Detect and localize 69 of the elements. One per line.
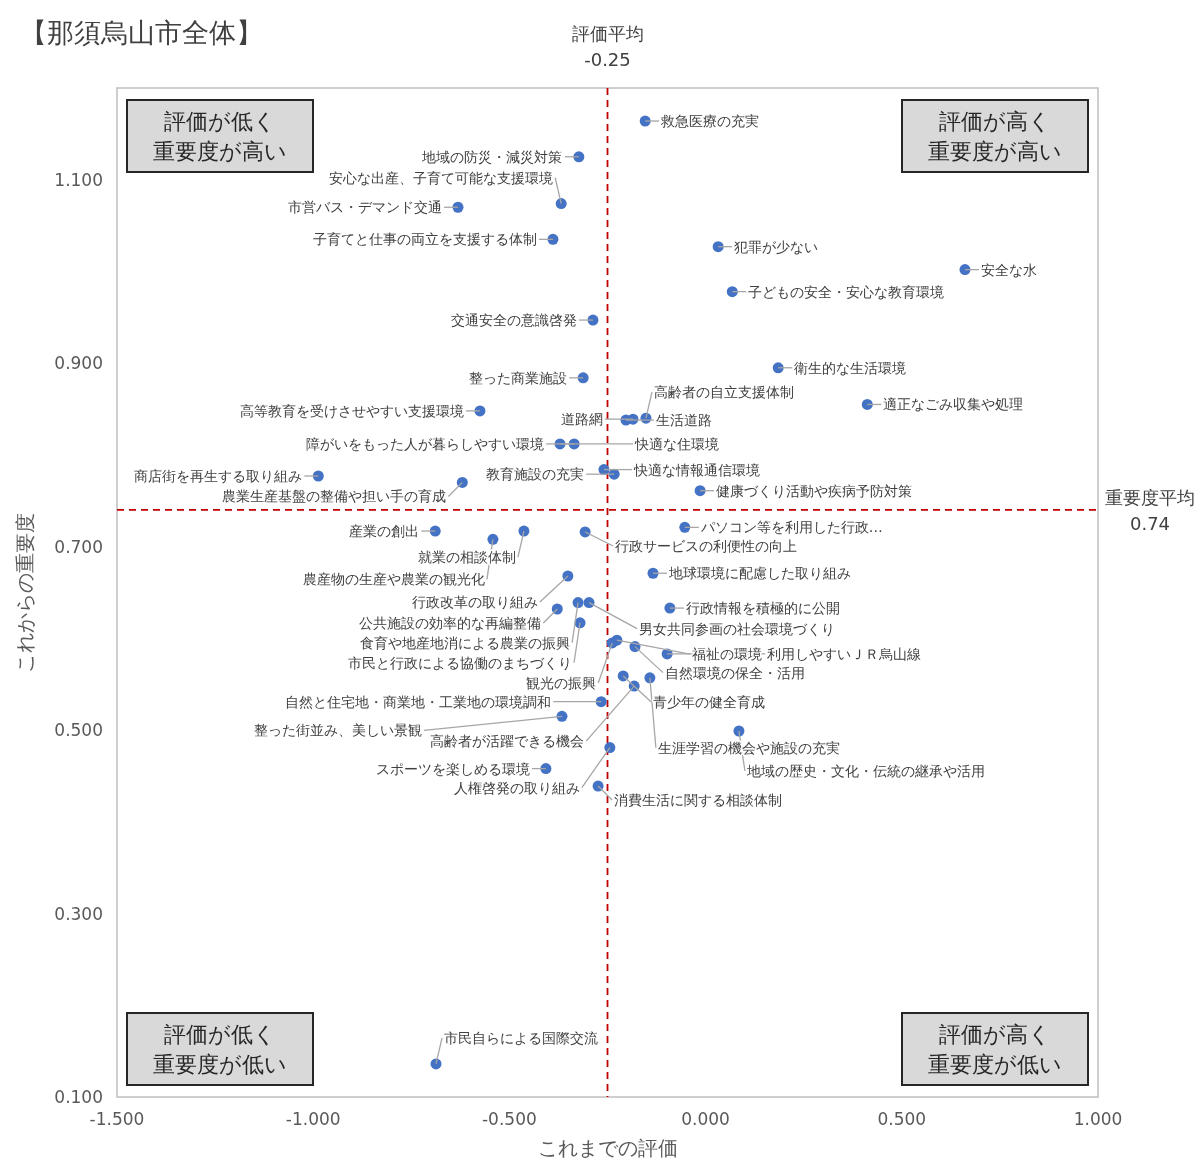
x-tick-label: -1.000 [285, 1109, 341, 1129]
annotation: 交通安全の意識啓発 [450, 312, 577, 329]
annotation: 地域の歴史・文化・伝統の継承や活用 [745, 763, 985, 780]
annotation: 子どもの安全・安心な教育環境 [748, 283, 945, 300]
annotation: 評価が高く重要度が高い [928, 109, 1062, 164]
annotation: 快適な住環境 [634, 435, 720, 452]
annotation: 食育や地産地消による農業の振興 [360, 634, 571, 651]
annotation: 安心な出産、子育て可能な支援環境 [329, 169, 554, 186]
annotation: 消費生活に関する相談体制 [614, 792, 783, 809]
annotation: 農業生産基盤の整備や担い手の育成 [222, 488, 447, 505]
annotation: 犯罪が少ない [734, 238, 819, 255]
annotation: 整った街並み、美しい景観 [253, 722, 422, 739]
y-axis-title: これからの重要度 [13, 512, 37, 673]
annotation: 商店街を再生する取り組み [134, 468, 303, 485]
annotation: 市民と行政による協働のまちづくり [348, 654, 573, 671]
y-tick-label: 0.300 [54, 903, 103, 924]
annotation: 人権啓発の取り組み [453, 779, 580, 796]
annotation: 市民自らによる国際交流 [444, 1029, 599, 1046]
annotation: 自然と住宅地・商業地・工業地の環境調和 [285, 693, 552, 710]
annotation: 高齢者の自立支援体制 [653, 384, 794, 401]
annotation: 安全な水 [980, 261, 1037, 278]
annotation: 行政情報を積極的に公開 [685, 600, 840, 617]
annotation: 高等教育を受けさせやすい支援環境 [239, 402, 464, 419]
annotation: 教育施設の充実 [486, 466, 585, 483]
annotation: 評価が高く重要度が低い [928, 1022, 1062, 1077]
chart-title: 【那須烏山市全体】 [20, 17, 263, 48]
annotation: 適正なごみ収集や処理 [883, 396, 1024, 413]
x-axis-title: これまでの評価 [537, 1136, 678, 1160]
annotation: 生涯学習の機会や施設の充実 [657, 739, 840, 756]
annotation: 行政サービスの利便性の向上 [615, 537, 798, 554]
ref-line-label: 評価平均 -0.25 [571, 23, 644, 70]
annotation: パソコン等を利用した行政… [699, 519, 883, 536]
annotation: 観光の振興 [526, 674, 597, 691]
annotation: 救急医療の充実 [660, 113, 760, 130]
annotation: 子育てと仕事の両立を支援する体制 [312, 231, 537, 248]
y-tick-label: 0.100 [54, 1087, 103, 1107]
x-tick-label: 1.000 [1073, 1109, 1123, 1129]
annotation: 衛生的な生活環境 [794, 359, 907, 376]
annotation: 地球環境に配慮した取り組み [668, 565, 852, 582]
annotation: 農産物の生産や農業の観光化 [302, 571, 485, 588]
annotation: 道路網 [561, 411, 604, 428]
x-tick-label: 0.500 [877, 1109, 927, 1129]
annotation: 高齢者が活躍できる機会 [430, 733, 585, 750]
annotation: 就業の相談体制 [417, 549, 516, 566]
y-tick-label: 0.500 [54, 720, 103, 741]
annotation: 青少年の健全育成 [653, 693, 766, 710]
annotation: スポーツを楽しめる環境 [375, 760, 530, 777]
annotation: 行政改革の取り組み [411, 593, 538, 610]
x-tick-label: -0.500 [481, 1109, 537, 1129]
annotation: 評価が低く重要度が高い [153, 109, 287, 164]
annotation: 自然環境の保全・活用 [664, 664, 805, 681]
x-tick-label: -1.500 [89, 1109, 145, 1129]
annotation: 産業の創出 [349, 523, 420, 540]
annotation: 障がいをもった人が暮らしやすい環境 [306, 435, 545, 452]
annotation: 公共施設の効率的な再編整備 [359, 615, 542, 632]
ref-line-label: 重要度平均 0.74 [1105, 486, 1195, 534]
annotation: 快適な情報通信環境 [632, 461, 760, 478]
annotation: 市営バス・デマンド交通 [288, 199, 442, 216]
annotation: 生活道路 [655, 412, 712, 429]
annotation: 男女共同参画の社会環境づくり [639, 620, 836, 637]
y-tick-label: 0.900 [54, 353, 103, 374]
y-tick-label: 0.700 [54, 536, 103, 557]
y-tick-label: 1.100 [54, 169, 103, 190]
annotation: 整った商業施設 [469, 369, 568, 386]
annotation: 評価が低く重要度が低い [153, 1022, 287, 1077]
x-tick-label: 0.000 [681, 1109, 730, 1129]
annotation: 利用しやすいＪＲ烏山線 [767, 645, 922, 662]
annotation: 地域の防災・減災対策 [420, 148, 562, 165]
annotation: 健康づくり活動や疾病予防対策 [716, 482, 913, 499]
